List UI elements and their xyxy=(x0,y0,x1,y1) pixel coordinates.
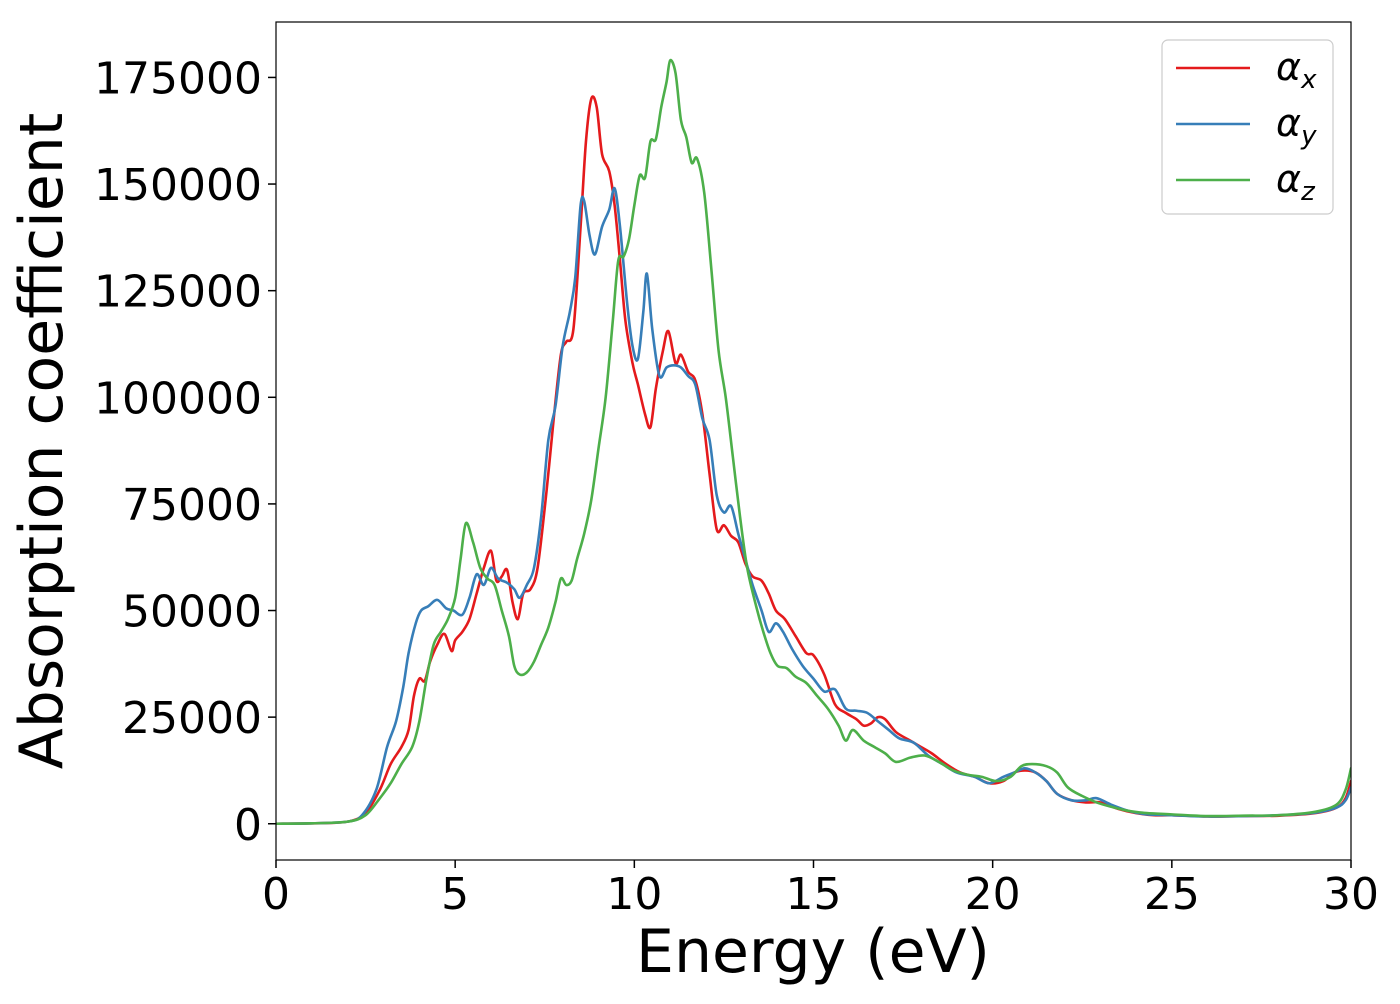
y-axis: 0 25000 50000 75000 100000 125000 150000 175000 xyxy=(94,53,276,851)
x-tick-label: 10 xyxy=(606,869,662,920)
x-axis-label: Energy (eV) xyxy=(636,917,990,987)
y-tick-label: 75000 xyxy=(122,480,262,531)
y-axis-label: Absorption coefficient xyxy=(7,113,77,770)
y-tick-label: 25000 xyxy=(122,693,262,744)
y-tick-label: 125000 xyxy=(94,267,262,318)
legend-label-z: αz xyxy=(1276,157,1316,207)
y-tick-label: 150000 xyxy=(94,160,262,211)
series-line-z xyxy=(276,58,1351,826)
legend-label-y: αy xyxy=(1276,101,1317,151)
x-axis: 0 5 10 15 20 25 30 xyxy=(262,860,1379,920)
x-tick-label: 20 xyxy=(965,869,1021,920)
legend-symbol: α xyxy=(1276,45,1301,89)
legend-symbol: α xyxy=(1276,101,1301,145)
legend-subscript: z xyxy=(1300,177,1316,207)
legend-box xyxy=(1161,39,1334,215)
legend-label-x: αx xyxy=(1276,45,1317,95)
y-tick-label: 175000 xyxy=(94,53,262,104)
x-tick-label: 25 xyxy=(1144,869,1200,920)
y-tick-label: 0 xyxy=(234,800,262,851)
legend-subscript: y xyxy=(1300,121,1317,151)
y-tick-label: 100000 xyxy=(94,373,262,424)
x-tick-label: 0 xyxy=(262,869,290,920)
x-tick-label: 15 xyxy=(786,869,842,920)
series-lines xyxy=(276,58,1351,826)
legend-subscript: x xyxy=(1300,65,1317,95)
x-tick-label: 30 xyxy=(1323,869,1379,920)
series-line-y xyxy=(276,186,1351,826)
legend-symbol: α xyxy=(1276,157,1301,201)
y-tick-label: 50000 xyxy=(122,587,262,638)
x-tick-label: 5 xyxy=(441,869,469,920)
